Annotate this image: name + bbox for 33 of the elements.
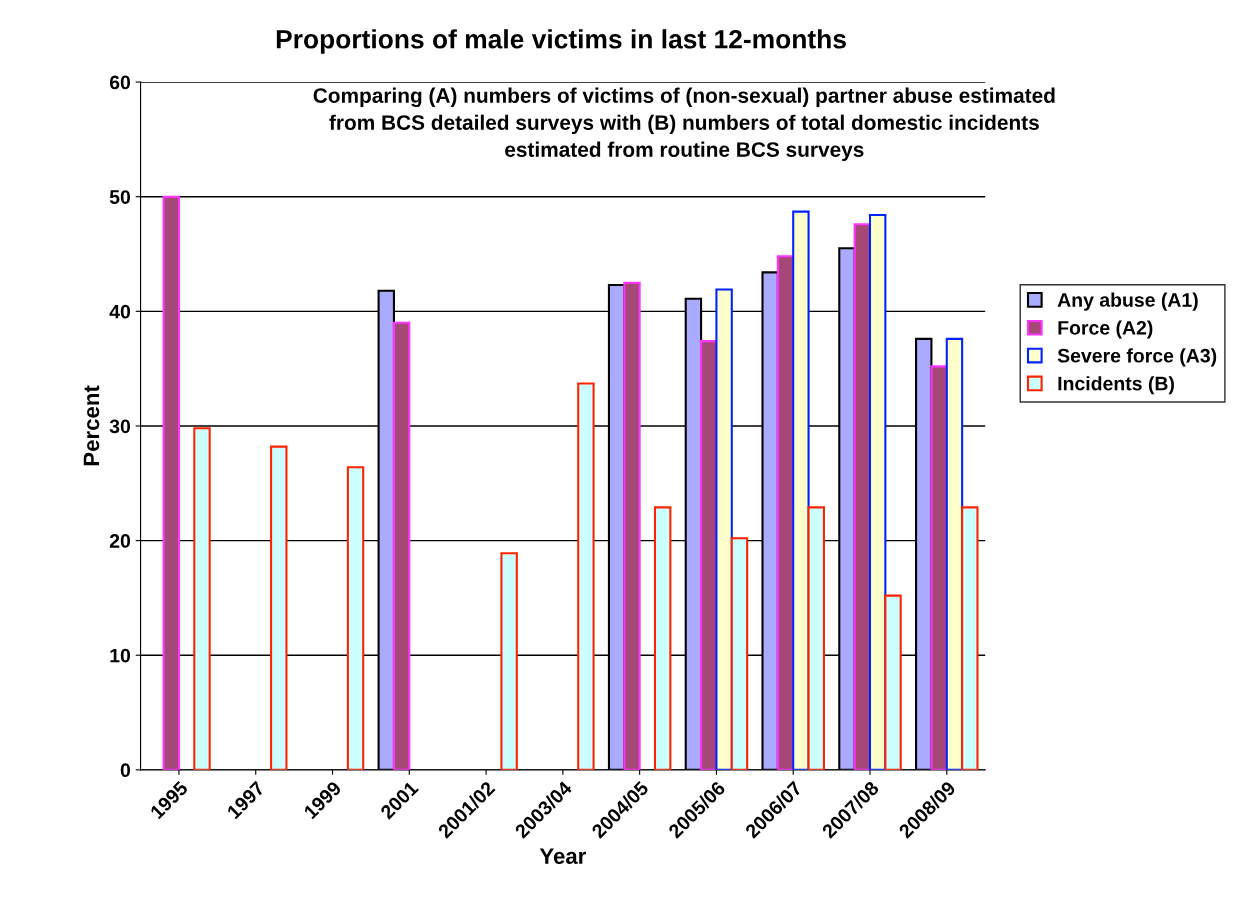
bar [500, 552, 518, 770]
bar [193, 427, 211, 770]
y-axis-title: Percent [83, 385, 100, 466]
bar [884, 594, 902, 770]
y-tick-label: 60 [109, 75, 131, 90]
bar [730, 537, 749, 770]
bar [653, 506, 672, 770]
y-tick-label: 10 [110, 648, 131, 663]
bar [930, 365, 948, 770]
text: Comparing (A) numbers of victims of (non-sexual) partner abuse estimated from BCS detailed surveys with (B) numbers of total domestic incidents estimated from routine BCS surveys [313, 87, 1055, 162]
bar [945, 337, 964, 770]
bar [270, 445, 288, 770]
y-tick-label: 50 [109, 190, 131, 204]
bar [792, 210, 810, 770]
bar [961, 506, 979, 770]
y-tick-label: 20 [109, 534, 131, 548]
chart-title: Proportions of male victims in last 12-months [276, 29, 846, 54]
bar [868, 213, 887, 770]
y-tick-label: 30 [109, 419, 131, 434]
bar [807, 506, 825, 770]
legend-label: Incidents (B) [1058, 376, 1174, 395]
bar [715, 288, 733, 770]
y-tick-label: 0 [120, 763, 131, 778]
bar [623, 281, 641, 770]
x-axis-title: Year [539, 848, 587, 864]
bar [346, 466, 365, 770]
legend-label: Any abuse (A1) [1057, 292, 1198, 311]
bar [577, 382, 595, 770]
bar [162, 195, 180, 770]
bar [392, 321, 411, 770]
y-tick-label: 40 [109, 304, 131, 319]
legend-label: Severe force (A3) [1057, 348, 1217, 367]
legend-label: Force (A2) [1058, 320, 1153, 339]
